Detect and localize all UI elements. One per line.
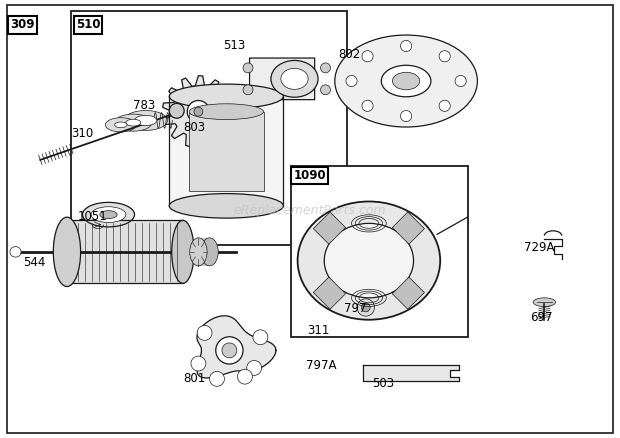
Text: 544: 544 xyxy=(24,256,46,269)
Text: eReplacementParts.com: eReplacementParts.com xyxy=(234,204,386,217)
Circle shape xyxy=(346,75,357,87)
Circle shape xyxy=(362,100,373,111)
Circle shape xyxy=(187,101,210,123)
Text: 513: 513 xyxy=(223,39,246,53)
Ellipse shape xyxy=(189,104,264,120)
Ellipse shape xyxy=(10,247,21,257)
Bar xyxy=(169,96,283,206)
Text: 503: 503 xyxy=(372,377,394,390)
Circle shape xyxy=(455,75,466,87)
Circle shape xyxy=(321,63,330,73)
Bar xyxy=(71,11,347,245)
Text: 309: 309 xyxy=(10,18,35,32)
Polygon shape xyxy=(363,365,459,381)
Circle shape xyxy=(243,63,253,73)
Circle shape xyxy=(197,325,212,340)
Text: 311: 311 xyxy=(307,324,329,337)
Bar xyxy=(198,238,210,266)
Text: 801: 801 xyxy=(183,372,205,385)
Ellipse shape xyxy=(271,60,318,97)
Ellipse shape xyxy=(53,217,81,286)
Polygon shape xyxy=(197,316,276,378)
Circle shape xyxy=(357,299,374,316)
Circle shape xyxy=(194,107,203,116)
Text: 310: 310 xyxy=(71,127,94,140)
Ellipse shape xyxy=(115,122,127,128)
Circle shape xyxy=(361,303,370,312)
Circle shape xyxy=(401,110,412,122)
Circle shape xyxy=(169,103,184,118)
FancyBboxPatch shape xyxy=(313,277,345,309)
Ellipse shape xyxy=(392,72,420,90)
Ellipse shape xyxy=(281,68,308,89)
Circle shape xyxy=(247,360,262,375)
Circle shape xyxy=(439,100,450,111)
Ellipse shape xyxy=(135,115,157,126)
Ellipse shape xyxy=(115,114,152,131)
Ellipse shape xyxy=(533,298,556,307)
Text: 697: 697 xyxy=(530,311,552,324)
Bar xyxy=(291,166,468,337)
Circle shape xyxy=(401,40,412,52)
Text: 797A: 797A xyxy=(306,359,336,372)
Polygon shape xyxy=(162,76,234,148)
Circle shape xyxy=(321,85,330,95)
Ellipse shape xyxy=(54,220,76,283)
Ellipse shape xyxy=(105,118,136,132)
Circle shape xyxy=(237,369,252,384)
Ellipse shape xyxy=(169,194,283,218)
Ellipse shape xyxy=(324,223,414,298)
FancyBboxPatch shape xyxy=(313,212,345,244)
Circle shape xyxy=(439,51,450,62)
Circle shape xyxy=(362,51,373,62)
Text: 1051: 1051 xyxy=(78,210,107,223)
Text: 803: 803 xyxy=(183,120,205,134)
Ellipse shape xyxy=(124,110,167,131)
Ellipse shape xyxy=(335,35,477,127)
Ellipse shape xyxy=(126,119,141,126)
Circle shape xyxy=(210,371,224,386)
FancyBboxPatch shape xyxy=(249,58,315,100)
Bar xyxy=(65,220,183,283)
Ellipse shape xyxy=(298,201,440,320)
Circle shape xyxy=(216,337,243,364)
Circle shape xyxy=(191,356,206,371)
Text: 510: 510 xyxy=(76,18,100,32)
FancyBboxPatch shape xyxy=(392,277,425,309)
Ellipse shape xyxy=(201,238,218,266)
Text: 729A: 729A xyxy=(524,241,554,254)
Ellipse shape xyxy=(381,65,431,97)
Ellipse shape xyxy=(82,202,135,227)
Text: 783: 783 xyxy=(133,99,156,112)
Ellipse shape xyxy=(100,211,117,219)
Bar xyxy=(189,112,264,191)
Ellipse shape xyxy=(169,84,283,109)
Text: 797: 797 xyxy=(344,302,366,315)
Ellipse shape xyxy=(172,220,194,283)
Circle shape xyxy=(253,330,268,345)
Ellipse shape xyxy=(190,238,207,266)
Text: 1090: 1090 xyxy=(293,169,326,182)
Text: 802: 802 xyxy=(338,48,360,61)
FancyBboxPatch shape xyxy=(392,212,425,244)
Circle shape xyxy=(222,343,237,358)
Circle shape xyxy=(243,85,253,95)
Ellipse shape xyxy=(91,207,126,223)
